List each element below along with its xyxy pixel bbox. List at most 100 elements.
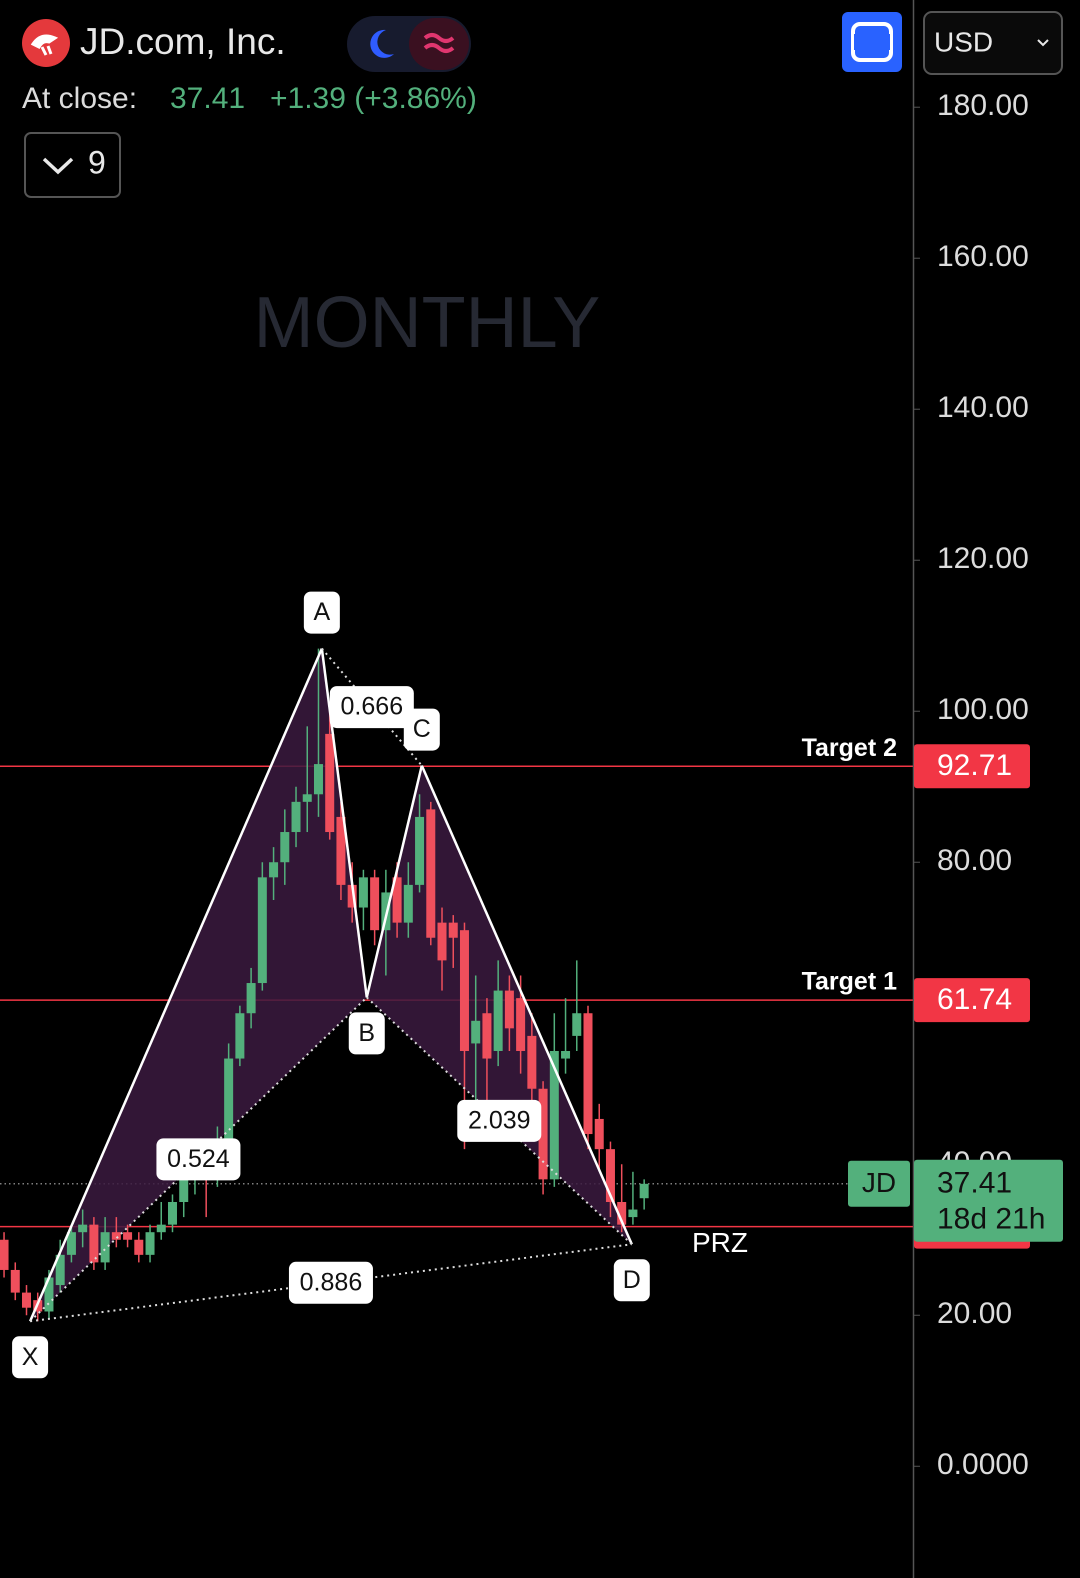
candle-body	[347, 884, 357, 908]
point-label: A	[314, 598, 331, 626]
candle-body	[594, 1118, 604, 1150]
y-tick-label: 100.00	[937, 693, 1029, 726]
candle-body	[145, 1232, 155, 1255]
candle-body	[426, 809, 436, 938]
candle-body	[280, 832, 290, 863]
price-axis: 0.000020.0040.0060.0080.00100.00120.0014…	[912, 0, 1080, 1578]
last-price-label: 37.41	[937, 1167, 1012, 1200]
candle-body	[392, 877, 402, 923]
candle-body	[493, 990, 503, 1051]
candle-body	[22, 1292, 32, 1308]
axis-bg	[914, 0, 1080, 1578]
fullscreen-icon-gap	[854, 34, 890, 50]
close-label: At close:	[22, 82, 137, 115]
candle-body	[111, 1232, 121, 1240]
price-tag-label: 92.71	[937, 749, 1012, 782]
point-label: C	[413, 715, 431, 743]
pattern-fill	[30, 648, 367, 1322]
symbol-title[interactable]: JD.com, Inc.	[80, 21, 286, 62]
pattern-ratio-line	[321, 647, 423, 767]
candle-body	[134, 1239, 144, 1255]
candle-body	[605, 1149, 615, 1202]
y-tick-label: 80.00	[937, 844, 1012, 877]
candle-body	[527, 1035, 537, 1089]
candle-body	[336, 816, 346, 885]
point-box	[403, 708, 440, 751]
point-label: X	[22, 1343, 39, 1371]
point-box	[348, 1012, 385, 1055]
candle-body	[325, 733, 335, 833]
dropdown-arrow	[1037, 39, 1049, 47]
y-tick-label: 0.0000	[937, 1448, 1029, 1481]
candle-body	[100, 1232, 110, 1263]
moon-icon	[370, 29, 394, 58]
ratio-box	[457, 1099, 542, 1142]
ratio-box	[156, 1138, 241, 1181]
point-label: B	[358, 1019, 375, 1047]
line-label: PRZ	[692, 1227, 748, 1258]
y-tick-label: 180.00	[937, 89, 1029, 122]
candle-body	[246, 983, 256, 1014]
pattern-leg	[320, 648, 369, 998]
ratio-label: 2.039	[468, 1106, 531, 1134]
y-tick-label: 20.00	[937, 1297, 1012, 1330]
logo-dog	[30, 34, 59, 56]
candle-body	[381, 892, 391, 931]
currency: USD	[934, 26, 993, 57]
ratio-label: 0.524	[167, 1145, 230, 1173]
candle-body	[403, 884, 413, 923]
candle-body	[437, 922, 447, 961]
plot: MONTHLY Target 2 Target 1 PRZ 0.524 0.666 2.03…	[0, 283, 913, 1379]
candle-body	[504, 990, 514, 1029]
indicators-toggle[interactable]	[24, 132, 121, 198]
candle-body	[78, 1224, 88, 1233]
candle-body	[459, 930, 469, 1051]
currency-dropdown[interactable]	[923, 11, 1063, 75]
candle-body	[358, 877, 368, 908]
ratio-label: 0.666	[341, 693, 404, 721]
header-price: 37.41	[170, 82, 245, 115]
header-change: +1.39 (+3.86%)	[270, 82, 477, 115]
candle-body	[269, 862, 279, 878]
candle-body	[617, 1201, 627, 1225]
candle-body	[583, 1013, 593, 1135]
last-price-tag	[914, 1159, 1063, 1242]
candle-body	[235, 1013, 245, 1059]
candle-body	[66, 1232, 76, 1255]
point-box	[613, 1259, 650, 1302]
fullscreen-icon	[851, 22, 893, 62]
candle-body	[628, 1209, 638, 1218]
header: JD.com, Inc. USD At close: 37.41 +1.39 (…	[22, 11, 1063, 198]
candle-body	[415, 816, 425, 885]
candle-body	[482, 1013, 492, 1059]
candle-body	[291, 801, 301, 833]
ratio-box	[329, 686, 414, 729]
toggle-active	[409, 18, 469, 70]
point-box	[303, 591, 340, 634]
candle-body	[302, 794, 312, 802]
candle-body	[516, 998, 526, 1051]
price-tag-label: 61.74	[937, 983, 1012, 1016]
pattern-leg	[365, 765, 424, 998]
candle-body	[370, 877, 380, 931]
pattern-leg	[28, 648, 323, 1322]
candle-body	[89, 1224, 99, 1263]
watermark: MONTHLY	[254, 283, 601, 363]
y-tick-label: 140.00	[937, 391, 1029, 424]
candle-body	[179, 1179, 189, 1202]
candle-body	[0, 1239, 9, 1270]
candle-body	[448, 922, 458, 938]
candle-body	[471, 1020, 481, 1044]
candle-body	[549, 1050, 559, 1180]
indicator-count: 9	[88, 144, 106, 180]
price-tag	[914, 978, 1030, 1023]
candle-body	[123, 1232, 133, 1240]
line-label: Target 2	[802, 734, 897, 762]
candle-body	[224, 1058, 234, 1142]
pattern-ratio-line	[29, 1243, 632, 1323]
candle-body	[313, 764, 323, 795]
chevron	[42, 157, 74, 175]
